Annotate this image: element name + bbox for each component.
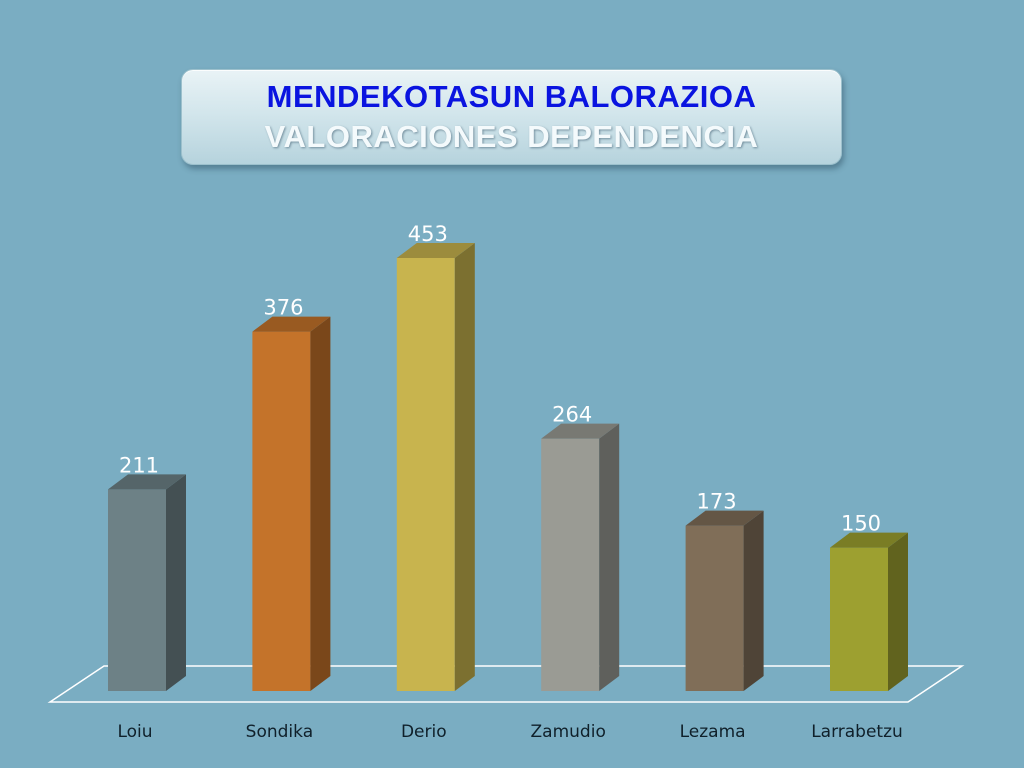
bar-front-larrabetzu xyxy=(830,547,888,691)
bar-side-lezama xyxy=(743,510,764,691)
bar-front-derio xyxy=(396,258,455,691)
bar-side-larrabetzu xyxy=(888,532,908,691)
bar-top-lezama xyxy=(685,510,764,526)
category-label-zamudio: Zamudio xyxy=(531,722,606,742)
value-label-lezama: 173 xyxy=(697,490,737,514)
value-label-loiu: 211 xyxy=(119,453,159,477)
bars-group xyxy=(108,243,908,691)
bar-side-loiu xyxy=(166,474,186,691)
title-box: MENDEKOTASUN BALORAZIOA VALORACIONES DEP… xyxy=(181,69,842,165)
bar-front-zamudio xyxy=(541,438,600,691)
category-label-loiu: Loiu xyxy=(117,722,152,742)
bar-derio xyxy=(396,243,475,691)
value-label-derio: 453 xyxy=(408,222,448,246)
bar-lezama xyxy=(685,510,764,691)
title-line-2: VALORACIONES DEPENDENCIA xyxy=(264,119,759,154)
category-label-larrabetzu: Larrabetzu xyxy=(811,722,903,742)
bar-sondika xyxy=(252,316,331,691)
bar-side-derio xyxy=(454,243,475,691)
bar-top-sondika xyxy=(252,316,331,332)
category-label-sondika: Sondika xyxy=(246,722,313,742)
category-label-lezama: Lezama xyxy=(680,722,746,742)
bar-loiu xyxy=(108,474,186,691)
chart-floor xyxy=(47,665,965,703)
bar-top-loiu xyxy=(108,474,186,490)
bar-top-zamudio xyxy=(541,423,620,439)
bar-front-sondika xyxy=(252,331,311,691)
value-label-zamudio: 264 xyxy=(552,403,592,427)
value-label-sondika: 376 xyxy=(263,296,303,320)
bar-larrabetzu xyxy=(830,532,908,691)
value-label-larrabetzu: 150 xyxy=(841,512,881,536)
bar-top-derio xyxy=(396,243,475,258)
labels-group: 211 Loiu 376 Sondika 453 Derio 264 Zamudio 173 Le… xyxy=(117,222,902,742)
bar-zamudio xyxy=(541,423,620,691)
bar-side-sondika xyxy=(310,316,331,691)
bar-side-zamudio xyxy=(599,423,620,691)
category-label-derio: Derio xyxy=(401,722,447,742)
title-line-1: MENDEKOTASUN BALORAZIOA xyxy=(266,79,757,114)
bar-front-lezama xyxy=(685,525,744,691)
bar-top-larrabetzu xyxy=(830,532,908,548)
bar-front-loiu xyxy=(108,489,166,691)
